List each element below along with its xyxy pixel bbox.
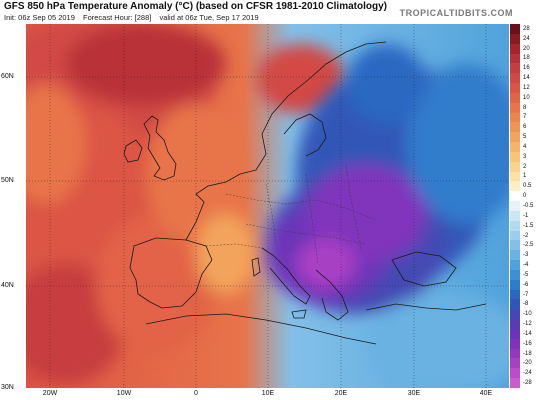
colorbar-swatch <box>510 378 520 389</box>
colorbar-label: -6 <box>523 281 529 288</box>
brand-watermark: TROPICALTIDBITS.COM <box>399 8 513 18</box>
lon-label-20w: 20W <box>42 390 58 397</box>
colorbar-swatch <box>510 112 520 123</box>
colorbar-label: 28 <box>523 25 530 32</box>
colorbar-label: -24 <box>523 370 532 377</box>
init-time: Init: 06z Sep 05 2019 <box>4 13 75 22</box>
colorbar-swatch <box>510 43 520 54</box>
colorbar-swatch <box>510 250 520 261</box>
colorbar-swatch <box>510 181 520 192</box>
colorbar-label: 3 <box>523 153 527 160</box>
anomaly-map <box>26 24 509 388</box>
lon-label-30e: 30E <box>407 390 421 397</box>
lat-label-40n: 40N <box>1 282 14 289</box>
forecast-hour: Forecast Hour: [288] <box>82 13 152 22</box>
colorbar-label: -7 <box>523 291 529 298</box>
colorbar-label: -28 <box>523 380 532 387</box>
colorbar-swatch <box>510 230 520 241</box>
lon-label-20e: 20E <box>334 390 348 397</box>
colorbar-swatch <box>510 171 520 182</box>
colorbar-swatch <box>510 338 520 350</box>
colorbar-label: 20 <box>523 45 530 52</box>
map-title: GFS 850 hPa Temperature Anomaly (°C) (ba… <box>4 1 387 12</box>
colorbar-swatch <box>510 132 520 143</box>
colorbar-label: 12 <box>523 84 530 91</box>
colorbar-swatch <box>510 269 520 281</box>
colorbar-swatch <box>510 83 520 94</box>
country-borders <box>205 163 377 265</box>
cold-anomaly-region <box>266 44 509 388</box>
colorbar-label: -8 <box>523 301 529 308</box>
colorbar-swatch <box>510 220 520 232</box>
colorbar-label: 1 <box>523 173 527 180</box>
colorbar-swatch <box>510 33 520 45</box>
colorbar-label: 14 <box>523 75 530 82</box>
colorbar-label: 5 <box>523 134 527 141</box>
map-subtitle: Init: 06z Sep 05 2019 Forecast Hour: [28… <box>4 13 265 22</box>
colorbar-label: -18 <box>523 350 532 357</box>
colorbar-label: -2.5 <box>523 242 534 249</box>
colorbar-swatch <box>510 240 520 251</box>
colorbar-label: 2 <box>523 163 527 170</box>
lat-label-30n: 30N <box>1 384 14 391</box>
colorbar-swatch <box>510 328 520 340</box>
colorbar-label: -3 <box>523 252 529 259</box>
colorbar-label: -5 <box>523 271 529 278</box>
colorbar-swatch <box>510 102 520 114</box>
graticule <box>26 24 509 388</box>
colorbar <box>510 24 520 389</box>
colorbar-swatch <box>510 289 520 300</box>
colorbar-swatch <box>510 24 520 35</box>
lon-label-10w: 10W <box>116 390 132 397</box>
colorbar-label: 4 <box>523 143 527 150</box>
colorbar-label: 24 <box>523 35 530 42</box>
colorbar-swatch <box>510 319 520 330</box>
colorbar-swatch <box>510 161 520 173</box>
colorbar-swatch <box>510 299 520 310</box>
colorbar-swatch <box>510 142 520 153</box>
colorbar-swatch <box>510 309 520 320</box>
colorbar-label: -10 <box>523 311 532 318</box>
colorbar-swatch <box>510 151 520 163</box>
colorbar-label: 7 <box>523 114 527 121</box>
map-canvas <box>26 24 509 388</box>
colorbar-label: 16 <box>523 65 530 72</box>
colorbar-swatch <box>510 53 520 64</box>
colorbar-label: -4 <box>523 262 529 269</box>
colorbar-swatch <box>510 191 520 202</box>
colorbar-label: -0.5 <box>523 203 534 209</box>
colorbar-swatch <box>510 201 520 212</box>
colorbar-swatch <box>510 368 520 379</box>
colorbar-label: 8 <box>523 104 527 111</box>
colorbar-label: 10 <box>523 94 530 101</box>
colorbar-swatch <box>510 348 520 359</box>
colorbar-swatch <box>510 63 520 74</box>
lon-label-10e: 10E <box>261 390 275 397</box>
colorbar-label: 0.5 <box>523 183 532 190</box>
valid-time: valid at 06z Tue, Sep 17 2019 <box>159 13 259 22</box>
colorbar-swatch <box>510 210 520 222</box>
colorbar-label: -1.5 <box>523 222 534 229</box>
colorbar-label: -16 <box>523 340 532 347</box>
colorbar-swatch <box>510 260 520 271</box>
warm-anomaly-region <box>26 24 346 384</box>
lat-label-60n: 60N <box>1 73 14 80</box>
colorbar-label: -12 <box>523 321 532 328</box>
colorbar-label: -20 <box>523 360 532 367</box>
colorbar-swatch <box>510 358 520 369</box>
colorbar-label: 18 <box>523 55 530 62</box>
lat-label-50n: 50N <box>1 177 14 184</box>
colorbar-swatch <box>510 122 520 133</box>
lon-label-0: 0 <box>194 390 198 397</box>
coastlines <box>123 41 487 345</box>
colorbar-label: -2 <box>523 232 529 239</box>
lon-label-40e: 40E <box>479 390 493 397</box>
colorbar-swatch <box>510 279 520 291</box>
colorbar-swatch <box>510 73 520 84</box>
colorbar-swatch <box>510 92 520 104</box>
colorbar-label: 0 <box>523 193 527 200</box>
colorbar-label: -14 <box>523 330 532 337</box>
colorbar-label: -1 <box>523 212 529 219</box>
colorbar-label: 6 <box>523 124 527 131</box>
